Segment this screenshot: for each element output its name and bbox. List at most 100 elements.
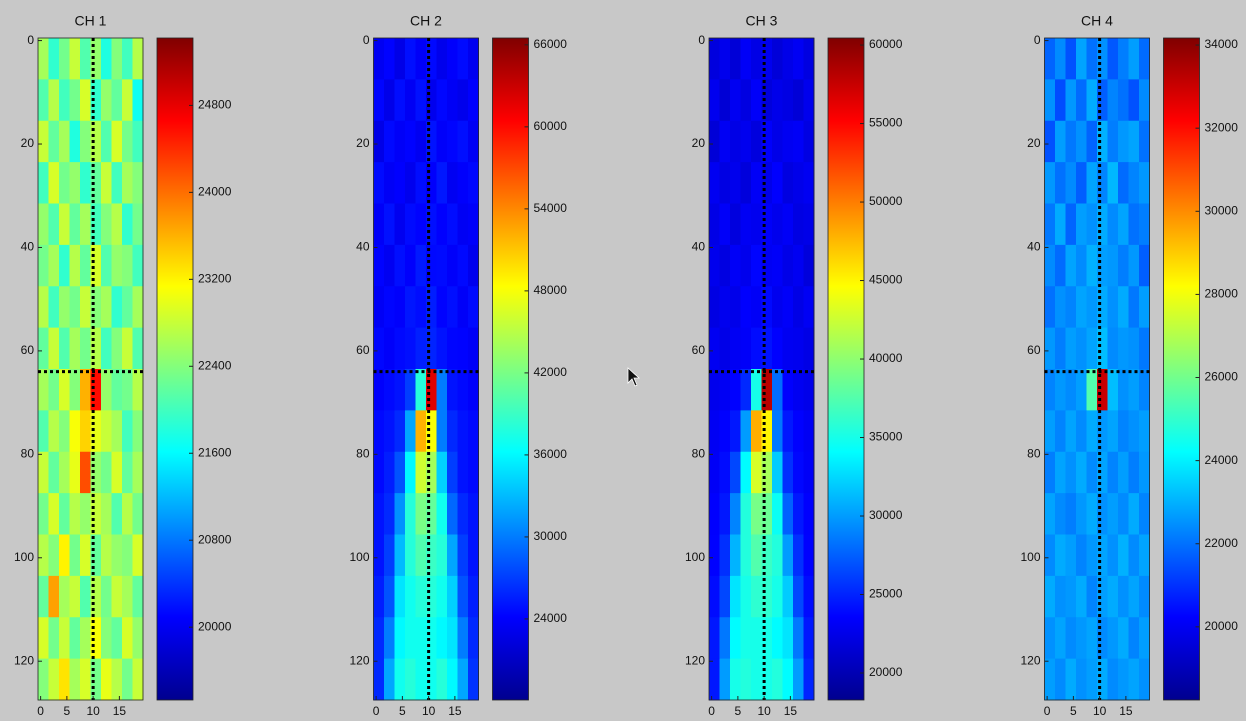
heat-cell [90,203,102,246]
heat-cell [38,203,49,246]
heat-cell [793,286,804,329]
heat-cell [48,575,60,618]
heat-cell [101,617,112,660]
heat-cell [730,575,741,618]
heat-cell [101,327,112,370]
heat-cell [1128,493,1140,535]
y-tick-label: 40 [692,240,706,254]
heat-cell [101,369,112,411]
heat-cell [394,79,406,122]
heat-cell [709,575,720,618]
heat-cell [1118,162,1129,204]
panel-title: CH 3 [746,13,778,29]
heat-cell [1128,451,1140,494]
heat-cell [1044,244,1056,287]
heat-cell [436,38,448,80]
heat-cell [1097,493,1108,535]
heat-cell [111,38,123,80]
heat-cell [111,410,123,453]
heat-cell [719,617,731,660]
heat-cell [1118,244,1129,287]
heat-cell [1128,327,1140,370]
heat-cell [69,658,81,701]
heat-cell [709,203,720,246]
heat-cell [1044,327,1056,370]
heat-cell [719,410,731,453]
heat-cell [415,534,427,577]
heat-cell [122,38,133,80]
heat-cell [782,38,794,80]
heat-cell [1097,327,1108,370]
heat-cell [457,451,469,494]
heat-cell [1107,575,1119,618]
heat-cell [730,410,741,453]
heat-cell [1076,451,1087,494]
heat-cell [730,79,741,122]
heat-cell [1139,120,1150,163]
heat-cell [1139,451,1150,494]
heat-cell [101,534,112,577]
heat-cell [468,410,479,453]
panel: CH 2 0 5 10 15 0 20 40 60 80 100 120 24000 30000 36000… [349,13,567,718]
y-tick-label: 120 [349,653,369,667]
heat-cell [38,617,49,660]
heat-cell [394,534,406,577]
heat-cell [122,203,133,246]
heat-cell [1086,327,1098,370]
heat-cell [1118,534,1129,577]
colorbar-tick-label: 45000 [869,273,903,287]
heat-cell [80,617,91,660]
heat-cell [709,244,720,287]
heat-cell [132,658,144,701]
heat-cell [457,286,469,329]
heat-cell [80,38,91,80]
heat-cell [803,120,815,163]
heat-cell [384,369,395,411]
heat-cell [468,38,479,80]
heat-cell [38,162,49,204]
heat-cell [1076,162,1087,204]
heat-cell [740,203,752,246]
heat-cell [426,534,437,577]
plot-frame [373,37,479,701]
heat-cell [48,38,60,80]
heat-cell [1055,369,1066,411]
heat-cell [48,617,60,660]
heat-cell [772,120,783,163]
heat-cell [1055,38,1066,80]
heat-cell [405,534,416,577]
heat-cell [761,451,773,494]
heat-cell [1086,534,1098,577]
heat-cell [1076,79,1087,122]
heat-cell [101,410,112,453]
y-tick-label: 20 [692,136,706,150]
heat-cell [793,451,804,494]
y-tick-label: 0 [698,33,705,47]
heat-cell [447,327,458,370]
heat-cell [468,451,479,494]
heat-cell [1107,493,1119,535]
heat-cell [436,493,448,535]
heat-cell [1065,617,1077,660]
heat-cell [457,327,469,370]
heat-cell [1086,38,1098,80]
heat-cell [426,575,437,618]
heat-cell [80,451,91,494]
heat-cell [436,410,448,453]
heat-cell [415,410,427,453]
heat-cell [1097,451,1108,494]
heat-cell [761,327,773,370]
heat-cell [447,658,458,701]
heat-cell [1044,451,1056,494]
heat-cell [1107,38,1119,80]
heat-cell [803,203,815,246]
y-tick-label: 80 [21,447,35,461]
heat-cell [373,244,385,287]
heat-cell [111,162,123,204]
heat-cell [761,658,773,701]
heat-cell [793,327,804,370]
heat-cell [373,327,385,370]
heat-cell [38,120,49,163]
plot-frame [708,37,815,701]
